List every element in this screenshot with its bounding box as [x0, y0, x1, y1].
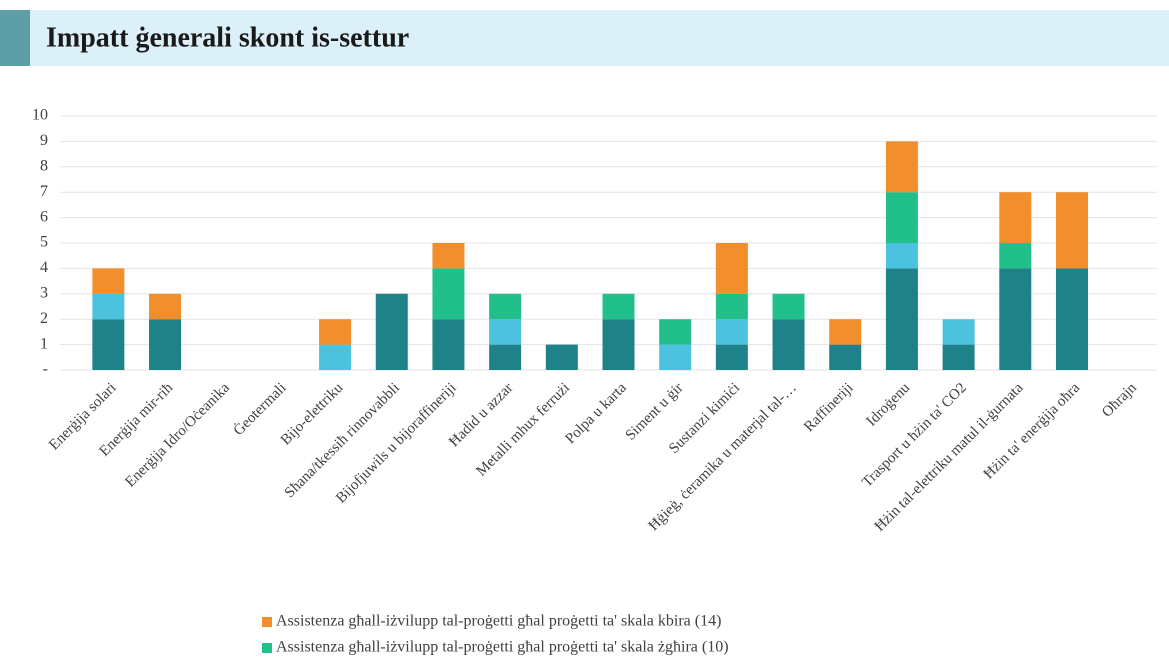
bar-segment [149, 293, 182, 320]
bar-segment [602, 319, 635, 370]
bar-segment [1055, 268, 1088, 370]
legend-swatch [262, 617, 272, 627]
bar-segment [885, 268, 918, 370]
x-tick-label: Ħżin ta' enerġija oħra [981, 380, 1084, 483]
legend-label: Assistenza għall-iżvilupp tal-proġetti g… [276, 613, 721, 630]
bar-segment [999, 268, 1032, 370]
bar-segment [432, 268, 465, 320]
bar-segment [602, 293, 635, 320]
x-tick-label: Trasport u ħżin ta' CO2 [859, 380, 970, 491]
bar-segment [319, 319, 352, 345]
bar-segment [942, 319, 975, 345]
bar-segment [375, 293, 408, 370]
x-tick-label: Polpa u karta [562, 380, 630, 448]
y-tick-label: - [43, 361, 48, 378]
bar-segment [715, 319, 748, 345]
x-tick-label: Sħana/tkessiħ rinnovabbli [282, 380, 403, 501]
bar-segment [1055, 192, 1088, 269]
x-tick-label: Bijofjuwils u bijoraffineriji [333, 380, 460, 507]
x-tick-label: Raffineriji [801, 380, 856, 435]
y-tick-label: 1 [40, 335, 48, 352]
y-tick-label: 5 [40, 234, 48, 251]
x-tick-label: Ġeotermali [230, 379, 290, 439]
y-tick-label: 3 [40, 284, 48, 301]
bar-segment [432, 243, 465, 269]
header-band [0, 10, 1169, 66]
bar-segment [715, 243, 748, 294]
bar-segment [715, 344, 748, 370]
chart-title: Impatt ġenerali skont is-settur [46, 22, 409, 53]
x-tick-label: Idroġenu [864, 380, 914, 430]
bar-segment [149, 319, 182, 370]
bar-segment [772, 319, 805, 370]
bar-segment [885, 243, 918, 269]
bar-segment [92, 319, 125, 370]
bar-segment [715, 293, 748, 320]
bar-segment [999, 192, 1032, 243]
y-tick-label: 7 [40, 183, 48, 200]
bar-segment [92, 268, 125, 294]
bar-segment [92, 293, 125, 320]
y-tick-label: 9 [40, 132, 48, 149]
y-tick-label: 10 [32, 107, 48, 124]
x-tick-label: Oħrajn [1099, 380, 1140, 421]
x-tick-label: Enerġija Idro/Oċeanika [122, 380, 233, 491]
y-tick-label: 4 [40, 259, 48, 276]
bar-segment [829, 344, 862, 370]
bar-segment [942, 344, 975, 370]
bar-segment [885, 192, 918, 243]
bar-segment [829, 319, 862, 345]
y-tick-label: 6 [40, 208, 48, 225]
bar-segment [432, 319, 465, 370]
bar-segment [489, 319, 522, 345]
bar-segment [489, 293, 522, 320]
header-accent [0, 10, 30, 66]
bar-segment [999, 243, 1032, 269]
bar-segment [659, 344, 692, 370]
bar-segment [772, 293, 805, 320]
bar-segment [659, 319, 692, 345]
bar-segment [319, 344, 352, 370]
x-tick-label: Metalli mhux ferrużi [473, 380, 573, 480]
y-tick-label: 8 [40, 157, 48, 174]
y-tick-label: 2 [40, 310, 48, 327]
bar-segment [545, 344, 578, 370]
legend-swatch [262, 643, 272, 653]
legend-label: Assistenza għall-iżvilupp tal-proġetti g… [276, 639, 729, 656]
bar-segment [885, 141, 918, 193]
bar-segment [489, 344, 522, 370]
